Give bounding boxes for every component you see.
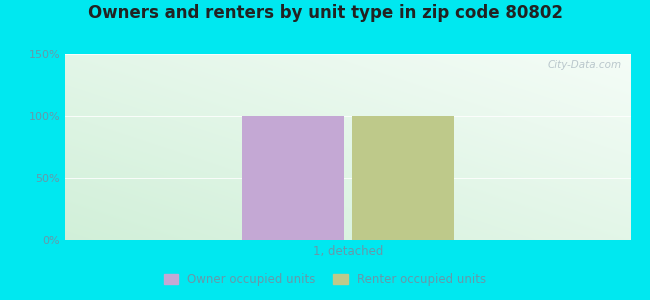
Legend: Owner occupied units, Renter occupied units: Owner occupied units, Renter occupied un…: [159, 269, 491, 291]
Text: Owners and renters by unit type in zip code 80802: Owners and renters by unit type in zip c…: [88, 4, 562, 22]
Text: City-Data.com: City-Data.com: [548, 60, 622, 70]
Bar: [242, 116, 343, 240]
Bar: [352, 116, 454, 240]
